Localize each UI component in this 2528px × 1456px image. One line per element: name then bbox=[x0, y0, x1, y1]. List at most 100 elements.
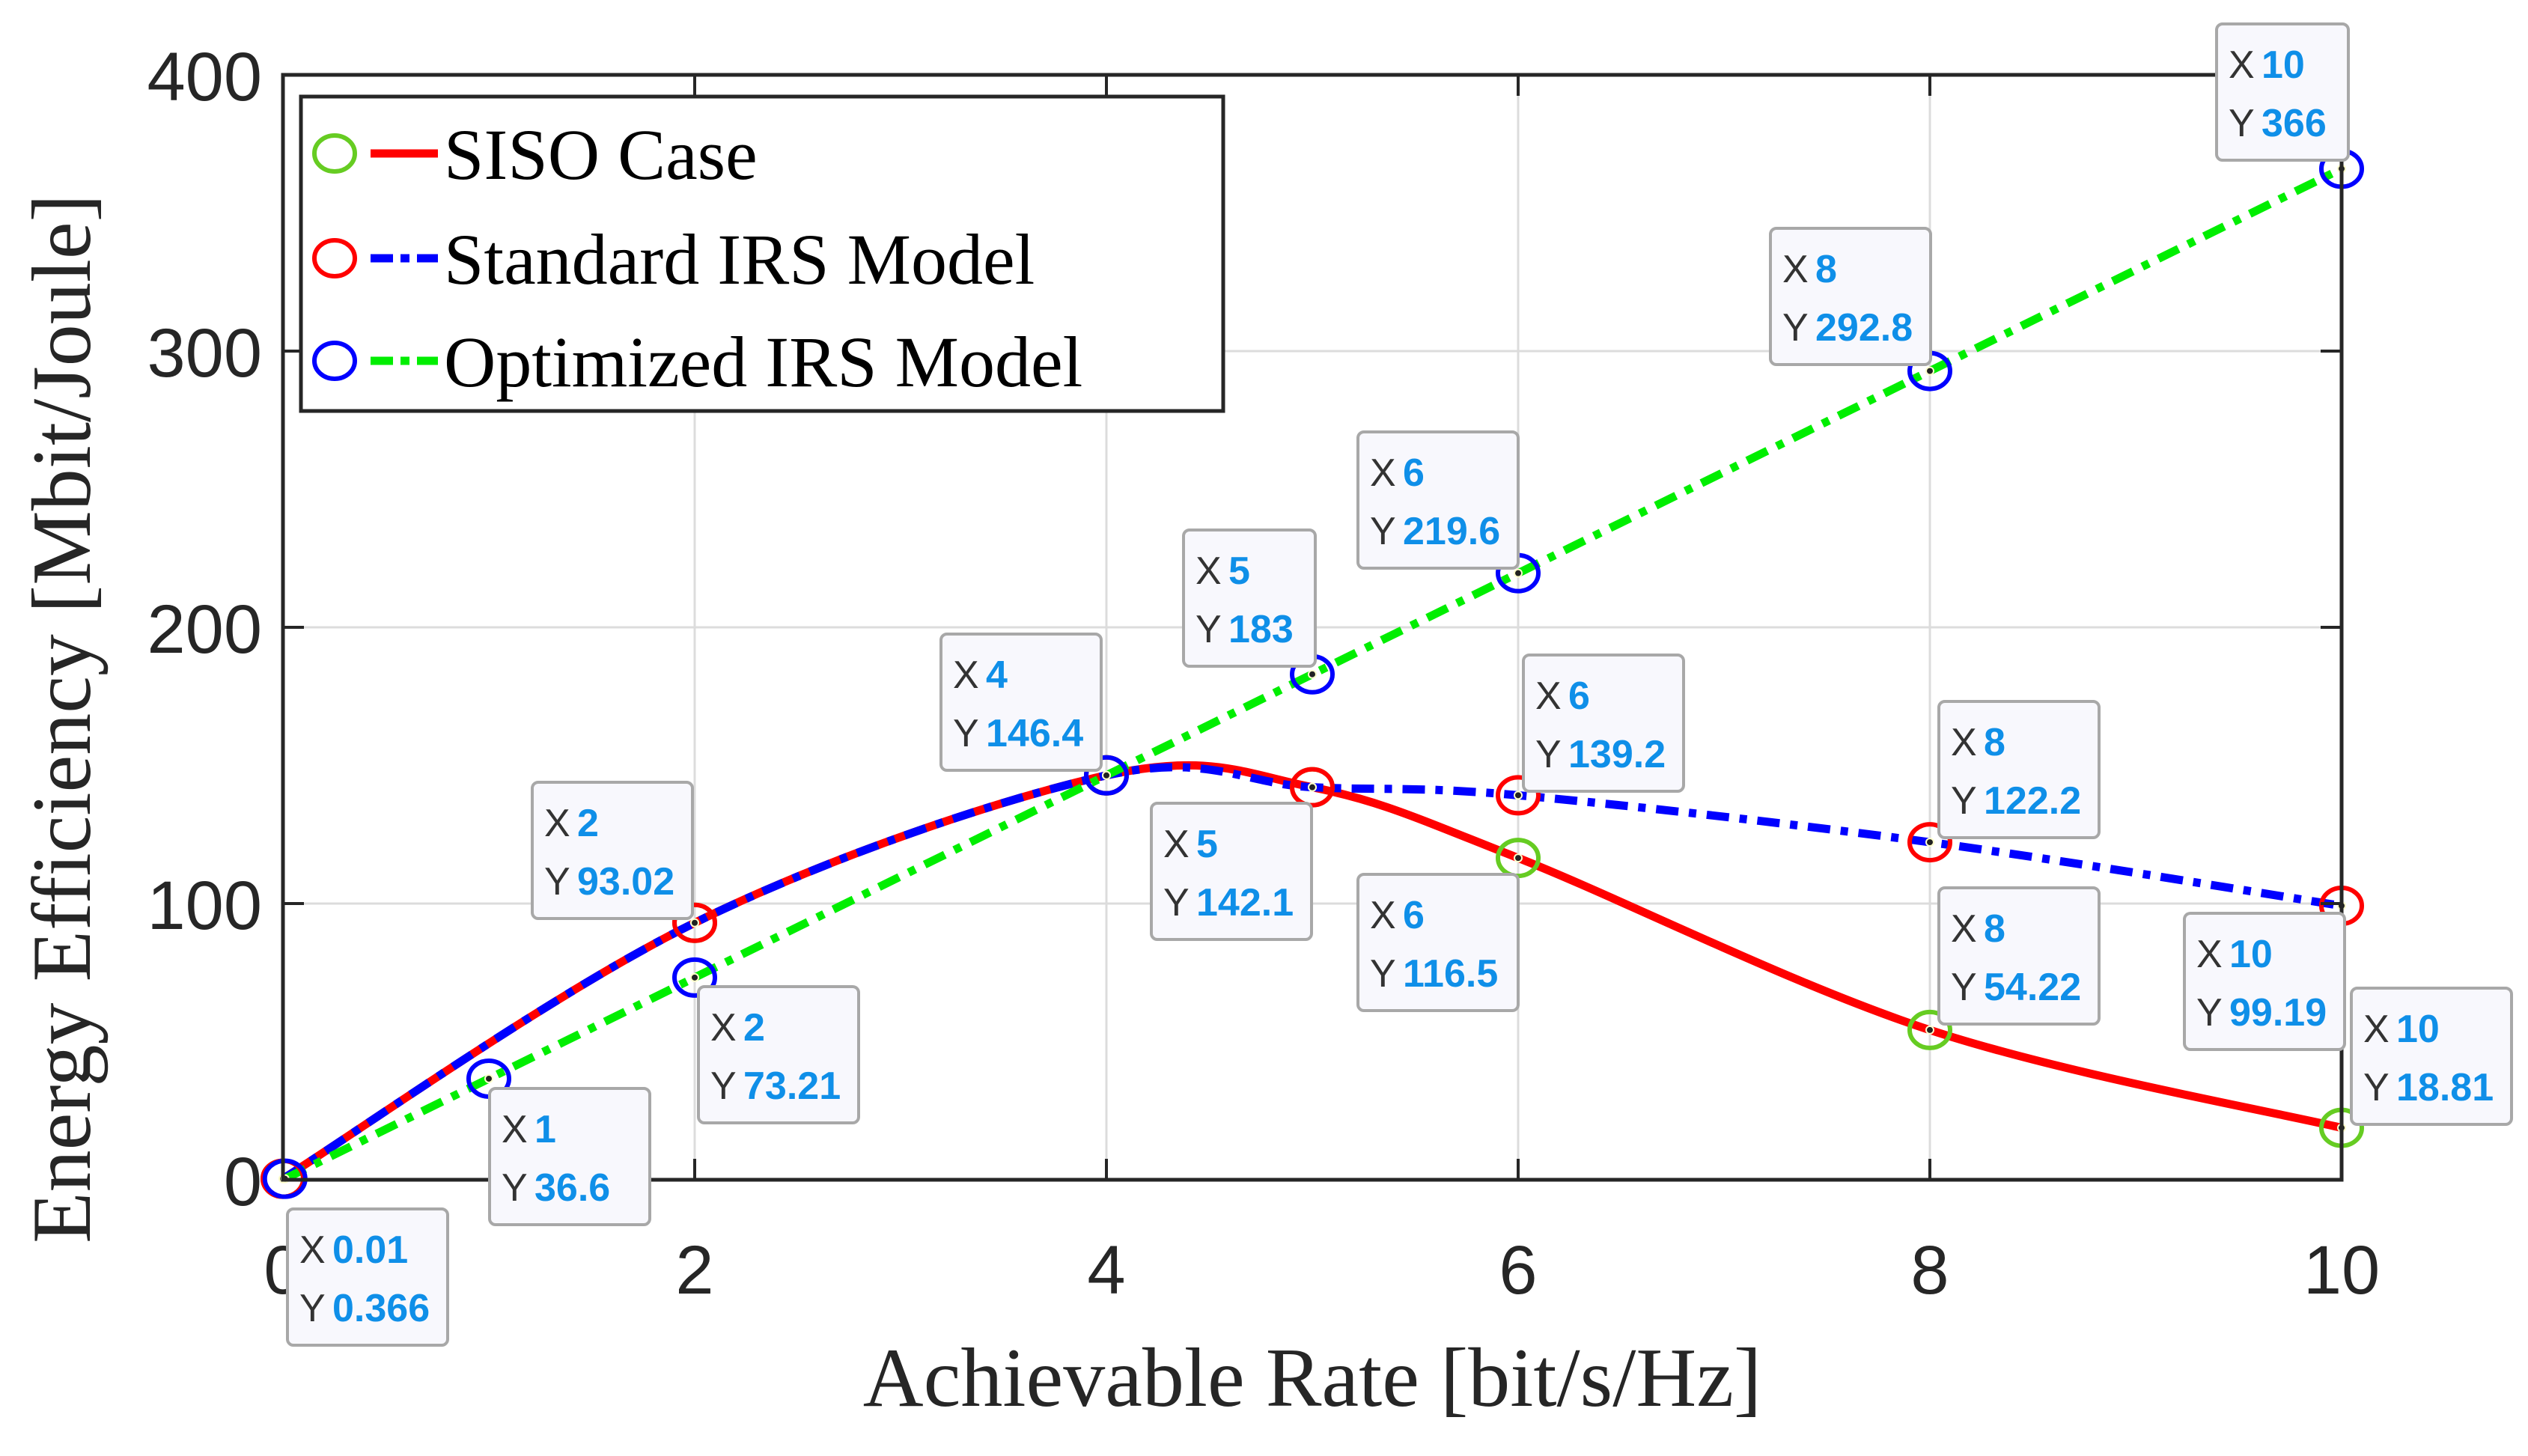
datatip-box bbox=[1937, 700, 2101, 839]
legend-label-0: SISO Case bbox=[444, 115, 758, 195]
datatip-box bbox=[488, 1087, 651, 1226]
datatip: X 5Y 183 bbox=[1182, 529, 1317, 668]
y-tick-label: 0 bbox=[224, 1144, 262, 1220]
datatip-x-key: X bbox=[2363, 1008, 2390, 1051]
datatip-y-value: 146.4 bbox=[986, 712, 1083, 755]
datatip-y-key: Y bbox=[2229, 102, 2255, 145]
datatip-y-value: 122.2 bbox=[1984, 779, 2081, 823]
datatip: X 2Y 93.02 bbox=[531, 781, 694, 920]
datatip-anchor bbox=[1514, 853, 1523, 863]
datatip-y-value: 139.2 bbox=[1568, 733, 1666, 776]
datatip-x-value: 2 bbox=[577, 802, 599, 845]
y-axis-title: Energy Efficiency [Mbit/Joule] bbox=[16, 194, 109, 1243]
datatip-y-value: 292.8 bbox=[1815, 306, 1913, 350]
datatip-x-key: X bbox=[502, 1108, 528, 1151]
legend: SISO Case Standard IRS Model Optimized IRS… bbox=[299, 94, 1225, 413]
datatip-y-value: 36.6 bbox=[534, 1166, 610, 1210]
datatip-y-key: Y bbox=[2363, 1066, 2390, 1109]
datatip-y-key: Y bbox=[1951, 966, 1977, 1009]
series-line-2 bbox=[283, 165, 2344, 1183]
datatip: X 8Y 54.22 bbox=[1937, 886, 2101, 1026]
datatip-anchor bbox=[1308, 669, 1317, 679]
datatip-y-key: Y bbox=[1951, 779, 1977, 823]
datatip-x-value: 6 bbox=[1403, 894, 1425, 937]
datatip-y-value: 142.1 bbox=[1196, 881, 1294, 925]
datatip-x-value: 8 bbox=[1984, 721, 2005, 764]
series-marker-2 bbox=[1084, 755, 1129, 796]
datatip-y-key: Y bbox=[1370, 952, 1396, 996]
datatip: X 6Y 219.6 bbox=[1356, 430, 1520, 570]
x-axis-title: Achievable Rate [bit/s/Hz] bbox=[863, 1332, 1761, 1425]
legend-marker-1 bbox=[312, 238, 357, 278]
datatip-y-value: 0.366 bbox=[332, 1287, 430, 1330]
series-marker-2 bbox=[672, 957, 717, 998]
x-tick-label: 10 bbox=[2303, 1232, 2380, 1309]
x-tick-label: 6 bbox=[1499, 1232, 1537, 1309]
datatip-x-value: 6 bbox=[1568, 674, 1590, 718]
datatip: X 6Y 116.5 bbox=[1356, 873, 1520, 1012]
datatip-x-key: X bbox=[1196, 549, 1222, 593]
datatip: X 1Y 36.6 bbox=[488, 1087, 651, 1226]
datatip-x-key: X bbox=[2229, 43, 2255, 87]
series-marker-1 bbox=[1290, 767, 1335, 808]
datatip: X 5Y 142.1 bbox=[1150, 802, 1313, 941]
datatip-x-key: X bbox=[1782, 248, 1809, 291]
datatip-x-value: 0.01 bbox=[332, 1228, 408, 1272]
datatip-y-key: Y bbox=[544, 860, 570, 904]
datatip-y-key: Y bbox=[2196, 991, 2223, 1035]
datatip-box bbox=[1150, 802, 1313, 941]
datatip-y-value: 73.21 bbox=[743, 1064, 841, 1108]
datatip-x-value: 10 bbox=[2396, 1008, 2440, 1051]
datatip-y-key: Y bbox=[710, 1064, 737, 1108]
datatip-y-value: 93.02 bbox=[577, 860, 674, 904]
legend-marker-0 bbox=[312, 133, 357, 174]
datatip-anchor bbox=[484, 1073, 493, 1083]
x-tick-label: 4 bbox=[1087, 1232, 1125, 1309]
datatip-box bbox=[2350, 987, 2513, 1126]
datatip-box bbox=[1182, 529, 1317, 668]
datatip: X 10Y 366 bbox=[2215, 22, 2350, 162]
datatip-y-key: Y bbox=[953, 712, 979, 755]
y-tick-label: 300 bbox=[147, 315, 263, 392]
y-tick-label: 100 bbox=[147, 868, 263, 944]
datatip-x-value: 1 bbox=[534, 1108, 556, 1151]
legend-label-1: Standard IRS Model bbox=[444, 219, 1035, 299]
datatip-y-key: Y bbox=[1535, 733, 1562, 776]
datatip-x-key: X bbox=[1370, 451, 1396, 495]
datatip-x-key: X bbox=[710, 1006, 737, 1050]
datatip-y-value: 219.6 bbox=[1403, 510, 1500, 553]
datatip: X 10Y 99.19 bbox=[2183, 912, 2346, 1051]
datatip-box bbox=[1522, 654, 1685, 793]
datatip-x-value: 6 bbox=[1403, 451, 1425, 495]
datatip-anchor bbox=[690, 972, 699, 982]
datatip-anchor bbox=[1308, 782, 1317, 792]
datatip-x-value: 5 bbox=[1196, 823, 1218, 866]
datatip-x-value: 8 bbox=[1984, 907, 2005, 951]
datatip-x-key: X bbox=[1370, 894, 1396, 937]
series-line-1 bbox=[281, 763, 2342, 1183]
legend-box bbox=[299, 94, 1225, 413]
datatip-x-key: X bbox=[953, 654, 979, 697]
series-marker-0 bbox=[1907, 1009, 1952, 1050]
datatip-box bbox=[2183, 912, 2346, 1051]
datatip-x-key: X bbox=[1163, 823, 1190, 866]
datatip: X 8Y 292.8 bbox=[1769, 227, 1932, 366]
datatip-y-key: Y bbox=[1196, 608, 1222, 651]
datatip-box bbox=[2215, 22, 2350, 162]
legend-label-2: Optimized IRS Model bbox=[444, 322, 1082, 402]
x-tick-label: 2 bbox=[675, 1232, 713, 1309]
datatip-box bbox=[286, 1207, 449, 1347]
datatip-x-key: X bbox=[1535, 674, 1562, 718]
datatip-anchor bbox=[1102, 770, 1111, 780]
datatip-x-key: X bbox=[1951, 721, 1977, 764]
datatip-x-value: 10 bbox=[2262, 43, 2305, 87]
datatip-y-key: Y bbox=[299, 1287, 326, 1330]
datatip-anchor bbox=[1925, 838, 1934, 847]
series-marker-1 bbox=[1496, 775, 1541, 816]
datatip-y-value: 366 bbox=[2262, 102, 2327, 145]
datatip: X 8Y 122.2 bbox=[1937, 700, 2101, 839]
datatip-anchor bbox=[1925, 1025, 1934, 1035]
datatip-y-key: Y bbox=[1163, 881, 1190, 925]
datatip-x-key: X bbox=[544, 802, 570, 845]
